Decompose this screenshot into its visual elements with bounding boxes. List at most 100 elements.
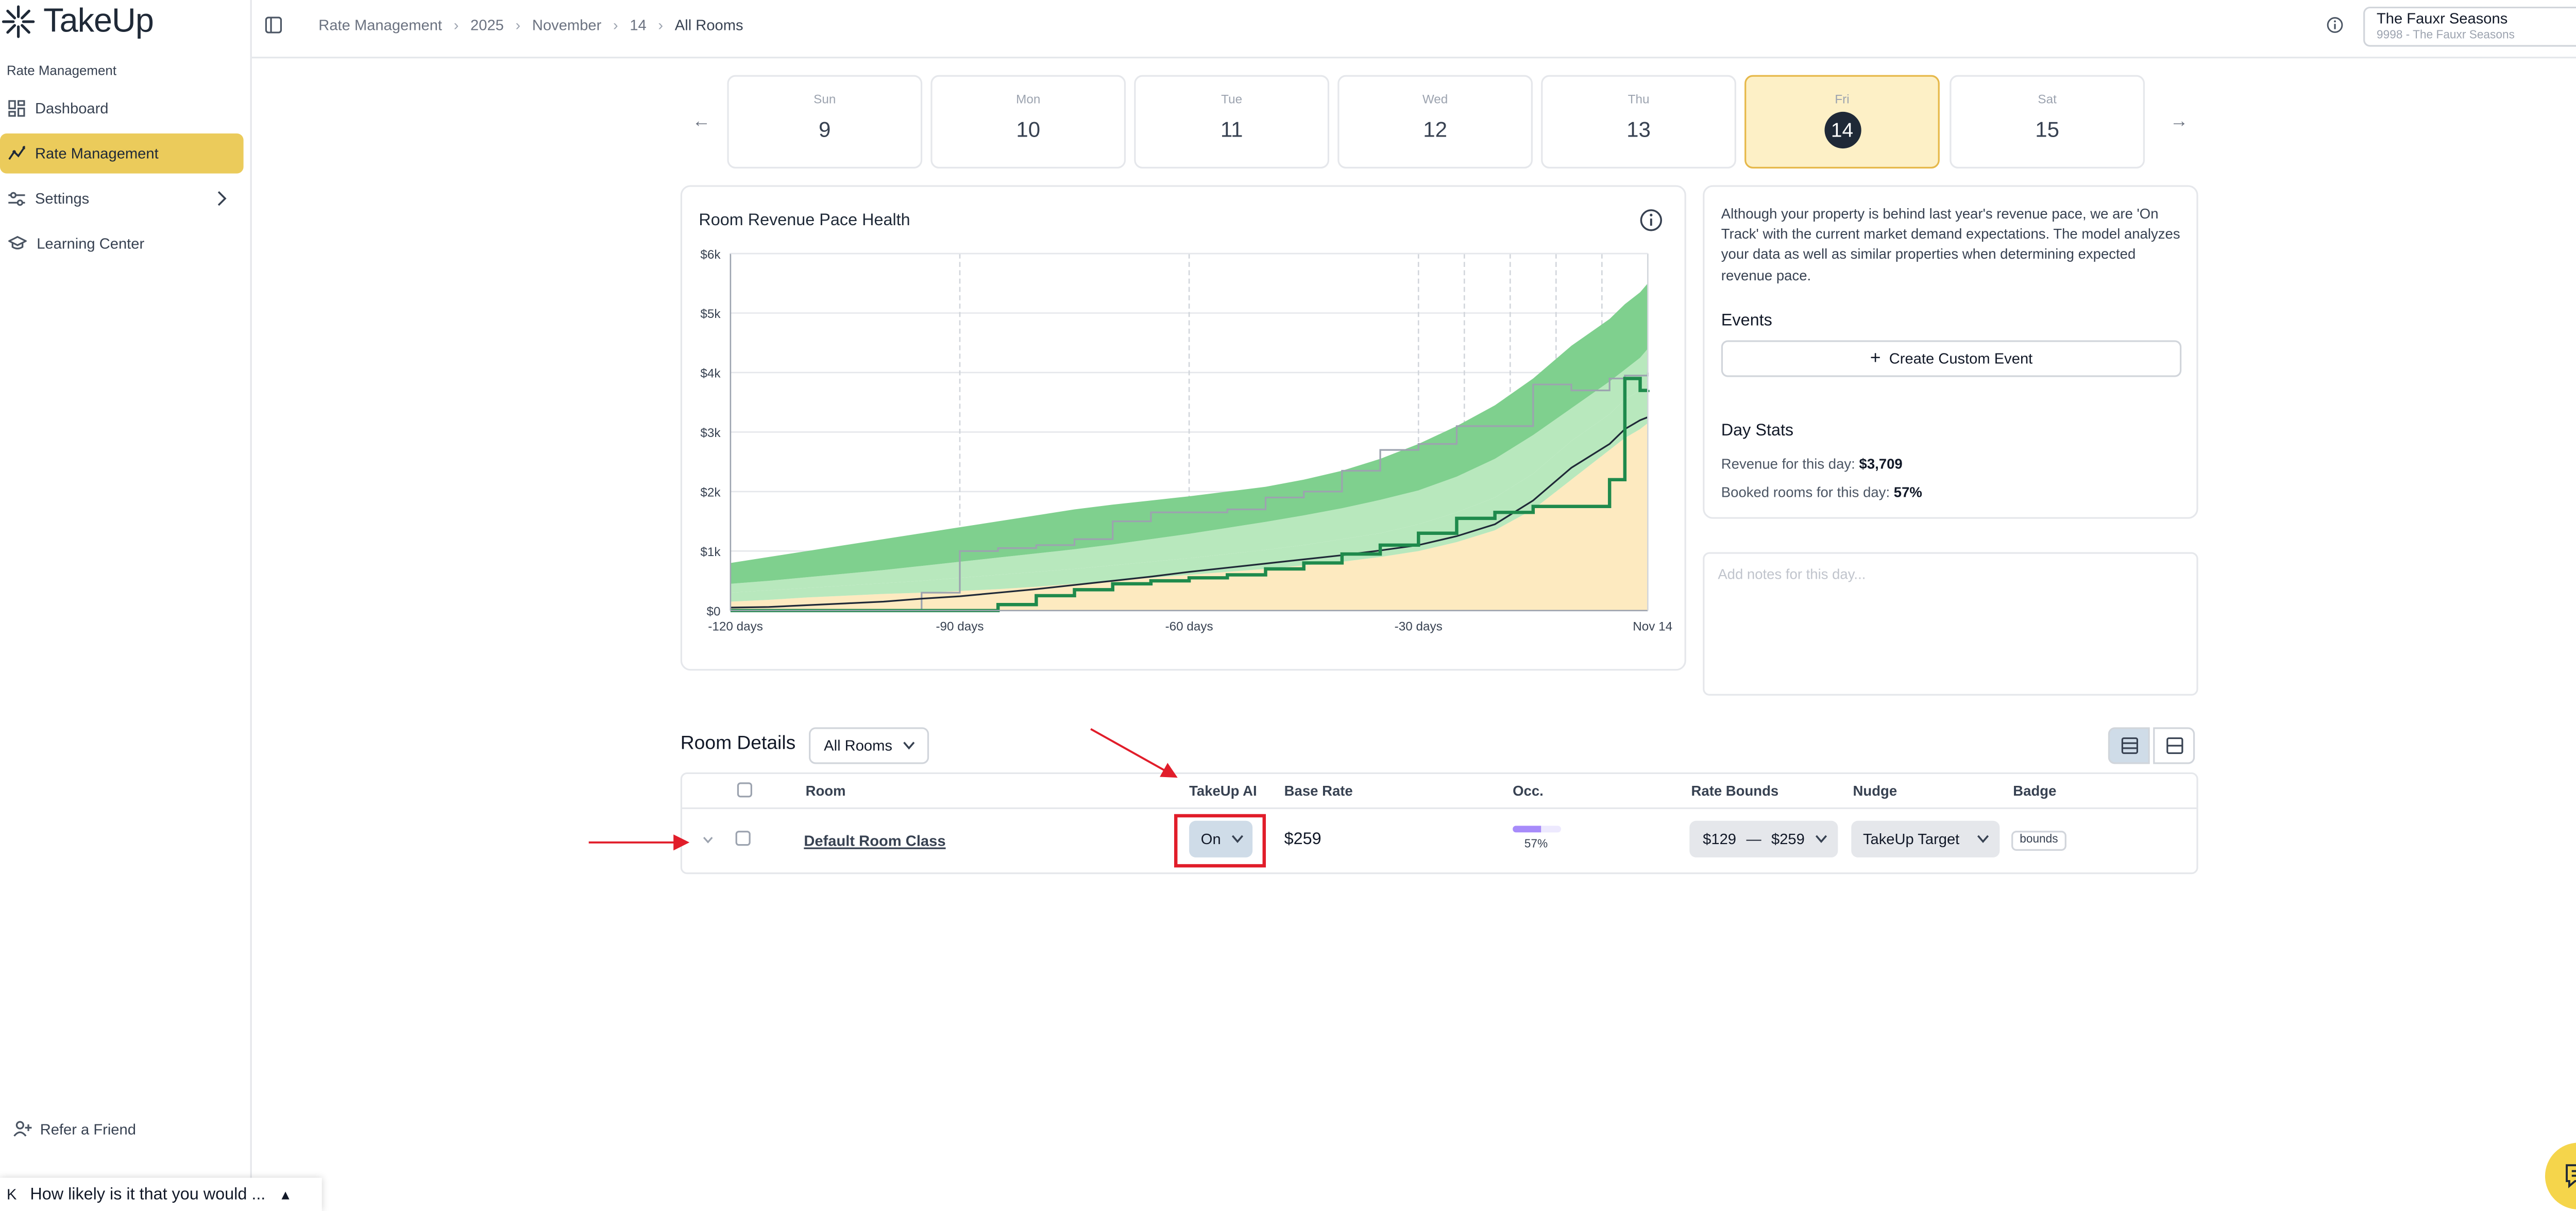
chart-title: Room Revenue Pace Health bbox=[699, 212, 910, 230]
room-details-table: Room TakeUp AI Base Rate Occ. Rate Bound… bbox=[680, 772, 2198, 874]
y-tick-label: $6k bbox=[700, 248, 721, 262]
rate-bounds-separator: — bbox=[1746, 831, 1761, 848]
room-filter-select[interactable]: All Rooms bbox=[809, 727, 929, 764]
day-name: Mon bbox=[1016, 92, 1041, 107]
revenue-pace-chart: $0 $1k $2k $3k $4k $5k $6k -120 days -90 days -60… bbox=[700, 248, 1672, 634]
rate-bounds-select[interactable]: $129 — $259 bbox=[1689, 820, 1838, 857]
sidebar-toggle-icon[interactable] bbox=[265, 16, 282, 33]
sidebar-item-settings[interactable]: Settings bbox=[0, 178, 244, 218]
room-details-title: Room Details bbox=[680, 734, 796, 754]
refer-icon bbox=[13, 1121, 32, 1137]
takeup-logo-icon bbox=[2, 5, 35, 38]
pace-band-outer bbox=[730, 283, 1648, 584]
day-card-mon[interactable]: Mon 10 bbox=[930, 75, 1126, 169]
day-card-wed[interactable]: Wed 12 bbox=[1337, 75, 1533, 169]
create-custom-event-button[interactable]: + Create Custom Event bbox=[1721, 340, 2182, 377]
logo[interactable]: TakeUp bbox=[0, 2, 154, 42]
chevron-down-icon bbox=[903, 742, 915, 750]
takeup-ai-select[interactable]: On bbox=[1189, 820, 1253, 857]
room-filter-value: All Rooms bbox=[824, 737, 892, 754]
next-week-arrow-icon[interactable]: → bbox=[2170, 111, 2189, 132]
market-expectation-line bbox=[730, 416, 1648, 609]
compact-view-button[interactable] bbox=[2153, 727, 2195, 764]
column-header-badge[interactable]: Badge bbox=[2013, 782, 2057, 799]
prev-week-arrow-icon[interactable]: ← bbox=[692, 111, 711, 132]
base-rate-value[interactable]: $259 bbox=[1284, 831, 1321, 849]
pace-band-inner-upper bbox=[730, 348, 1648, 593]
sidebar-group-label: Rate Management bbox=[6, 63, 117, 79]
takeup-ai-value: On bbox=[1200, 831, 1221, 848]
sliders-icon bbox=[8, 192, 25, 206]
sidebar-item-label: Learning Center bbox=[37, 235, 145, 252]
booked-value: 57% bbox=[1893, 483, 1922, 501]
property-selector[interactable]: The Fauxr Seasons 9998 - The Fauxr Seaso… bbox=[2363, 6, 2576, 47]
day-name: Sat bbox=[2038, 92, 2057, 107]
column-header-nudge[interactable]: Nudge bbox=[1853, 782, 1897, 799]
revenue-stat: Revenue for this day: $3,709 bbox=[1721, 456, 1903, 472]
day-number: 15 bbox=[2035, 116, 2060, 142]
y-tick-label: $2k bbox=[700, 486, 721, 500]
sidebar-item-learning-center[interactable]: Learning Center bbox=[0, 224, 244, 264]
sidebar-item-label: Rate Management bbox=[35, 145, 159, 162]
plus-icon: + bbox=[1870, 348, 1881, 369]
day-name: Tue bbox=[1221, 92, 1243, 107]
rate-min-value: $129 bbox=[1703, 831, 1737, 848]
column-header-takeup-ai[interactable]: TakeUp AI bbox=[1189, 782, 1257, 799]
day-card-sat[interactable]: Sat 15 bbox=[1950, 75, 2145, 169]
sidebar-item-label: Dashboard bbox=[35, 100, 109, 117]
pace-description: Although your property is behind last ye… bbox=[1721, 205, 2180, 283]
row-expand-chevron-icon[interactable] bbox=[702, 836, 714, 844]
room-name-link[interactable]: Default Room Class bbox=[804, 832, 946, 849]
x-tick-label: -60 days bbox=[1165, 620, 1213, 634]
sidebar: TakeUp Rate Management Dashboard Rate Ma… bbox=[0, 0, 252, 1211]
chevron-down-icon bbox=[1977, 835, 1989, 843]
info-icon[interactable] bbox=[1639, 209, 1663, 232]
breadcrumb-day[interactable]: 14 bbox=[630, 16, 647, 33]
breadcrumb-rate-management[interactable]: Rate Management bbox=[318, 16, 443, 33]
day-name: Sun bbox=[814, 92, 836, 107]
day-card-fri-selected[interactable]: Fri 14 bbox=[1744, 75, 1940, 169]
nudge-select[interactable]: TakeUp Target bbox=[1851, 820, 2000, 857]
x-tick-label: -30 days bbox=[1395, 620, 1443, 634]
column-header-rate-bounds[interactable]: Rate Bounds bbox=[1691, 782, 1779, 799]
select-all-checkbox[interactable] bbox=[737, 782, 752, 798]
breadcrumb-month[interactable]: November bbox=[532, 16, 602, 33]
chat-icon bbox=[2566, 1164, 2576, 1188]
breadcrumb-year[interactable]: 2025 bbox=[470, 16, 504, 33]
annotation-arrow-takeup-ai bbox=[1090, 728, 1178, 778]
refer-a-friend-link[interactable]: Refer a Friend bbox=[13, 1119, 136, 1138]
survey-widget[interactable]: K How likely is it that you would ... ▲ bbox=[0, 1178, 322, 1211]
day-notes-textarea[interactable]: Add notes for this day... bbox=[1703, 552, 2198, 696]
y-tick-label: $4k bbox=[700, 367, 721, 381]
sidebar-item-rate-management[interactable]: Rate Management bbox=[0, 133, 244, 174]
column-header-room[interactable]: Room bbox=[805, 782, 846, 799]
survey-prefix: K bbox=[6, 1186, 17, 1203]
top-bar: Rate Management › 2025 › November › 14 ›… bbox=[251, 0, 2576, 59]
day-name: Fri bbox=[1835, 92, 1850, 107]
info-icon[interactable] bbox=[2327, 16, 2343, 33]
survey-text: How likely is it that you would ... bbox=[30, 1185, 266, 1204]
column-header-base-rate[interactable]: Base Rate bbox=[1284, 782, 1353, 799]
list-view-icon bbox=[2121, 737, 2138, 754]
y-tick-label: $0 bbox=[706, 605, 720, 619]
chevron-right-icon bbox=[217, 191, 227, 206]
caret-up-icon[interactable]: ▲ bbox=[279, 1187, 292, 1202]
day-card-tue[interactable]: Tue 11 bbox=[1134, 75, 1330, 169]
chevron-right-icon: › bbox=[515, 16, 521, 33]
last-year-line bbox=[730, 372, 1649, 612]
occupancy-bar-fill bbox=[1513, 826, 1540, 833]
row-checkbox[interactable] bbox=[735, 831, 751, 846]
chat-button[interactable] bbox=[2545, 1142, 2576, 1209]
compact-view-icon bbox=[2165, 737, 2182, 754]
rate-max-value: $259 bbox=[1771, 831, 1805, 848]
sidebar-item-dashboard[interactable]: Dashboard bbox=[0, 89, 244, 129]
day-number: 13 bbox=[1626, 116, 1651, 142]
booked-label: Booked rooms for this day: bbox=[1721, 483, 1890, 501]
day-card-sun[interactable]: Sun 9 bbox=[727, 75, 923, 169]
column-header-occupancy[interactable]: Occ. bbox=[1513, 782, 1544, 799]
day-name: Thu bbox=[1628, 92, 1650, 107]
day-card-thu[interactable]: Thu 13 bbox=[1541, 75, 1736, 169]
y-tick-label: $1k bbox=[700, 545, 721, 559]
list-view-button[interactable] bbox=[2108, 727, 2150, 764]
y-tick-label: $5k bbox=[700, 307, 721, 321]
